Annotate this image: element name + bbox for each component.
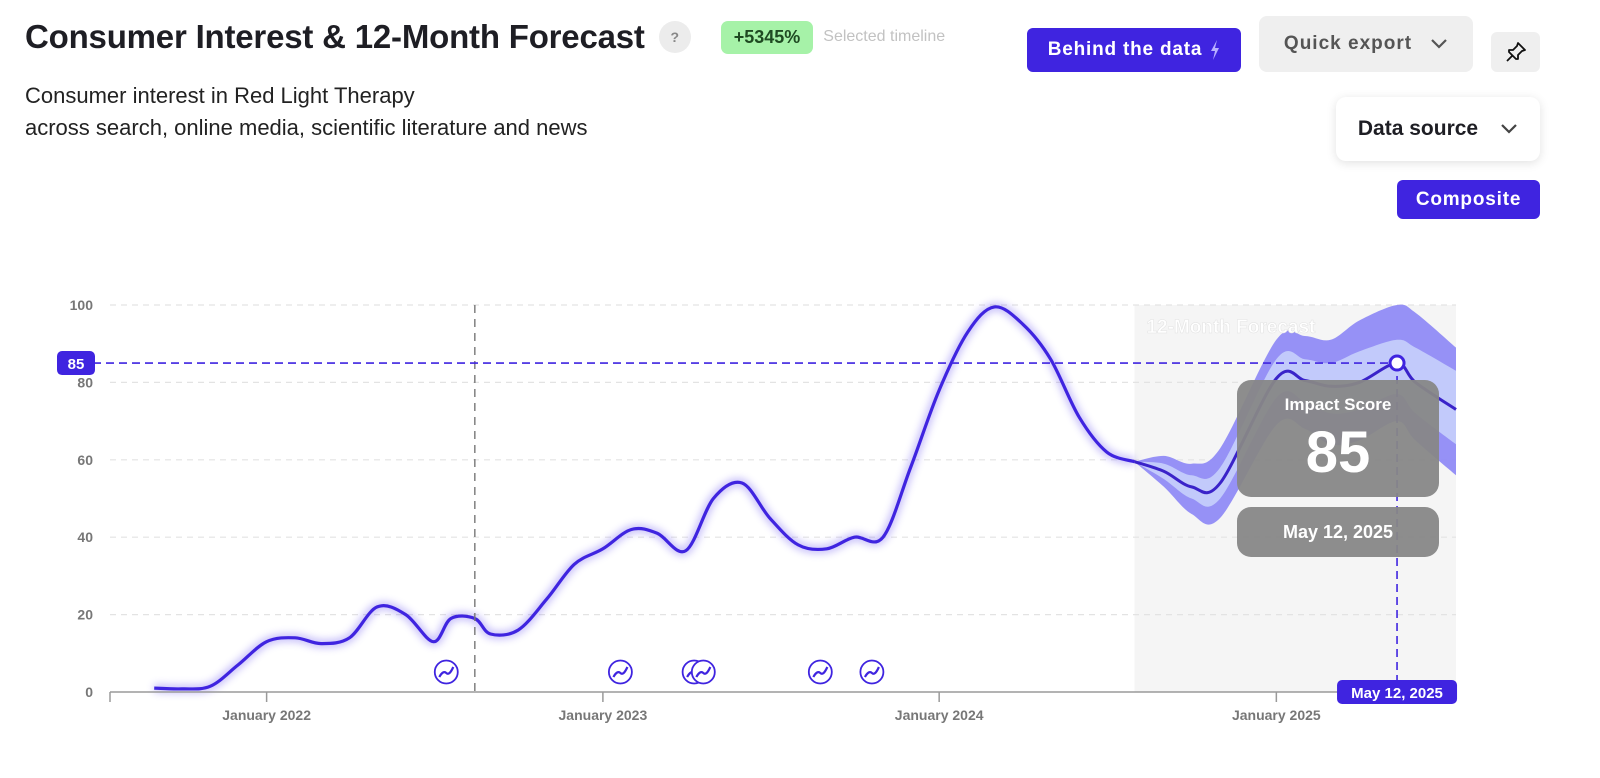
trend-event-glyph	[612, 666, 629, 678]
trend-event-icon[interactable]	[433, 659, 459, 685]
selected-point[interactable]	[1388, 354, 1406, 372]
trend-event-glyph	[863, 666, 880, 678]
subtitle-line-1: Consumer interest in Red Light Therapy	[25, 83, 415, 108]
y-value-label: 85	[68, 356, 85, 373]
title-row: Consumer Interest & 12-Month Forecast ? …	[25, 18, 945, 56]
data-source-label: Data source	[1357, 117, 1479, 140]
y-tick-label: 80	[77, 374, 93, 390]
pin-icon	[1505, 42, 1526, 62]
x-tick-label: January 2022	[222, 707, 311, 723]
pin-button[interactable]	[1491, 32, 1540, 72]
trend-event-icon[interactable]	[807, 659, 833, 685]
subtitle-line-2: across search, online media, scientific …	[25, 115, 588, 140]
tooltip-date-label: May 12, 2025	[1283, 522, 1393, 542]
y-tick-label: 0	[85, 684, 93, 700]
y-value-pill	[57, 351, 95, 376]
page-title: Consumer Interest & 12-Month Forecast	[25, 18, 645, 55]
trend-event-glyph	[438, 666, 455, 678]
quick-export-button[interactable]: Quick export	[1259, 16, 1473, 72]
y-tick-label: 100	[70, 297, 94, 313]
x-tick-label: January 2024	[895, 707, 984, 723]
y-tick-label: 20	[77, 607, 93, 623]
chevron-down-icon	[1431, 39, 1447, 49]
trend-event-icon[interactable]	[690, 659, 716, 685]
tooltip-date-card	[1237, 507, 1439, 557]
quick-export-label: Quick export	[1283, 33, 1413, 54]
impact-score-card	[1237, 380, 1439, 497]
y-tick-label: 40	[77, 529, 93, 545]
composite-button[interactable]: Composite	[1397, 180, 1540, 219]
impact-score-title: Impact Score	[1285, 395, 1392, 414]
y-tick-label: 60	[77, 452, 93, 468]
trend-event-icon[interactable]	[859, 659, 885, 685]
trend-event-glyph	[695, 666, 712, 678]
history-line-glow	[154, 302, 1136, 693]
x-tick-label: January 2025	[1232, 707, 1321, 723]
page-subtitle: Consumer interest in Red Light Therapy a…	[25, 80, 588, 144]
trend-event-icon[interactable]	[607, 659, 633, 685]
x-date-pill	[1337, 680, 1458, 704]
chevron-down-icon	[1501, 124, 1517, 134]
forecast-label: 12-Month Forecast	[1146, 317, 1316, 338]
impact-score-value: 85	[1306, 420, 1371, 485]
data-source-dropdown[interactable]: Data source	[1336, 97, 1540, 161]
change-note: Selected timeline	[823, 28, 946, 45]
x-tick-label: January 2023	[559, 707, 648, 723]
behind-the-data-button[interactable]: Behind the data	[1027, 28, 1241, 72]
change-badge: +5345%	[720, 20, 814, 54]
trend-event-glyph	[812, 666, 829, 678]
lightning-icon	[1211, 40, 1220, 60]
history-line	[154, 305, 1136, 691]
question-icon[interactable]: ?	[658, 21, 691, 53]
x-date-label: May 12, 2025	[1351, 685, 1443, 702]
behind-the-data-label: Behind the data	[1047, 39, 1203, 60]
